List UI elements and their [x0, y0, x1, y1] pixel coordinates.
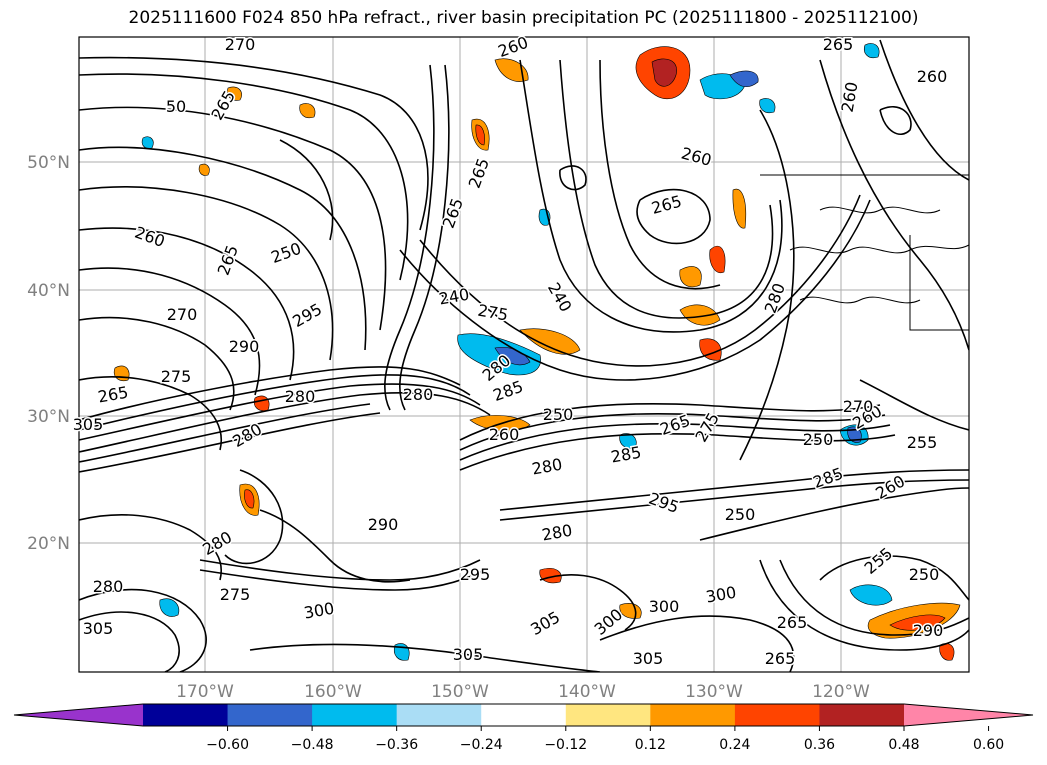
colorbar-bin [396, 704, 482, 726]
precip-patches [113, 43, 961, 661]
map-frame [78, 36, 970, 673]
colorbar-tick-label: −0.60 [206, 737, 249, 753]
latitude-labels: 50°N 40°N 30°N 20°N [27, 153, 70, 554]
contour-label: 280 [403, 385, 434, 404]
contour-label: 250 [543, 405, 574, 424]
contour-label: 50 [166, 97, 186, 116]
contour-label: 270 [225, 35, 256, 54]
contour-label: 265 [823, 35, 854, 54]
colorbar-outline [13, 703, 1034, 727]
contour-label: 265 [765, 649, 796, 668]
contour-label: 280 [93, 577, 124, 596]
contour-label: 255 [907, 433, 938, 452]
lat-label-20n: 20°N [27, 534, 70, 554]
contour-label: 290 [913, 621, 944, 640]
lon-label-170w: 170°W [176, 682, 234, 702]
colorbar-bin [819, 704, 905, 726]
lat-label-40n: 40°N [27, 281, 70, 301]
contour-label: 275 [220, 585, 251, 604]
colorbar-tick-label: −0.48 [291, 737, 334, 753]
contour-label: 270 [843, 397, 874, 416]
contour-label: 305 [453, 645, 484, 664]
graticule [79, 37, 969, 672]
lon-label-150w: 150°W [431, 682, 489, 702]
lon-label-160w: 160°W [304, 682, 362, 702]
colorbar-bin [143, 704, 229, 726]
colorbar-bin [227, 704, 313, 726]
contour-label: 260 [679, 144, 713, 170]
lat-label-30n: 30°N [27, 407, 70, 427]
contour-label: 290 [229, 337, 260, 356]
contour-label: 270 [167, 305, 198, 324]
lon-label-140w: 140°W [558, 682, 616, 702]
colorbar-tick-label: −0.12 [544, 737, 587, 753]
longitude-labels: 170°W 160°W 150°W 140°W 130°W 120°W [176, 682, 870, 702]
map-content [79, 37, 969, 672]
colorbar-bin [734, 704, 820, 726]
contour-label: 290 [368, 515, 399, 534]
lon-label-130w: 130°W [685, 682, 743, 702]
coastline [760, 174, 969, 331]
contour-label: 305 [633, 649, 664, 668]
refractivity-contours [79, 39, 969, 672]
contour-label: 260 [917, 67, 948, 86]
colorbar-extend-low [14, 704, 143, 726]
colorbar-tick-label: 0.48 [888, 737, 919, 753]
contour-label: 305 [73, 415, 104, 434]
contour-label: 280 [285, 387, 316, 406]
contour-label: 260 [489, 425, 520, 444]
colorbar-tick-label: 0.60 [973, 737, 1004, 753]
colorbar-extend-high [904, 704, 1033, 726]
colorbar-bin [565, 704, 651, 726]
contour-label: 275 [161, 367, 192, 386]
colorbar-tick-label: −0.24 [460, 737, 503, 753]
contour-label: 295 [460, 565, 491, 584]
contour-label: 240 [437, 285, 470, 309]
colorbar-tick-label: 0.36 [804, 737, 835, 753]
colorbar-bin [312, 704, 398, 726]
contour-label: 305 [83, 619, 114, 638]
map-title: 2025111600 F024 850 hPa refract., river … [128, 8, 919, 28]
contour-label: 250 [725, 505, 756, 524]
contour-label: 265 [777, 613, 808, 632]
colorbar-tick-label: −0.36 [375, 737, 418, 753]
contour-label: 300 [704, 583, 737, 607]
lat-label-50n: 50°N [27, 153, 70, 173]
colorbar-tick-label: 0.24 [719, 737, 750, 753]
contour-label: 250 [909, 565, 940, 584]
colorbar-tick-label: 0.12 [635, 737, 666, 753]
contour-label: 300 [649, 597, 680, 616]
lon-label-120w: 120°W [812, 682, 870, 702]
colorbar-bin [481, 704, 567, 726]
colorbar-bin [650, 704, 736, 726]
contour-label: 250 [803, 430, 834, 449]
colorbar: −0.60 −0.48 −0.36 −0.24 −0.12 0.12 0.24 0.36 0.4… [13, 703, 1034, 753]
